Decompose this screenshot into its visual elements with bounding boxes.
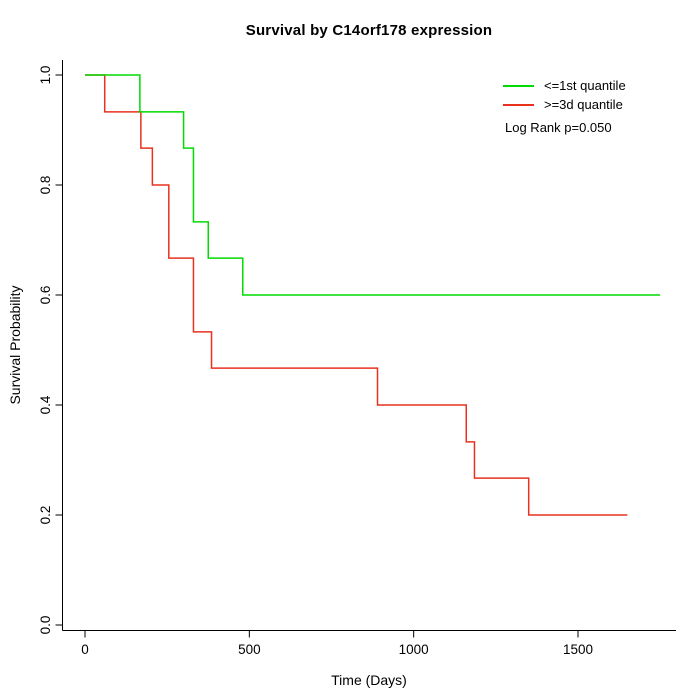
x-tick-label: 500: [238, 642, 261, 657]
x-tick-label: 1000: [399, 642, 429, 657]
y-tick-label: 0.2: [38, 506, 53, 525]
legend-item-label: >=3d quantile: [544, 97, 623, 112]
x-tick-label: 1500: [563, 642, 593, 657]
chart-title: Survival by C14orf178 expression: [245, 22, 493, 39]
km-curve-high-expression: [85, 74, 628, 516]
legend: <=1st quantile >=3d quantile Log Rank p=0…: [503, 76, 626, 135]
legend-item: >=3d quantile: [503, 95, 626, 114]
legend-item: <=1st quantile: [503, 76, 626, 95]
y-tick-label: 1.0: [38, 66, 53, 85]
y-axis-label: Survival Probability: [7, 285, 23, 405]
x-tick-label: 0: [81, 642, 89, 657]
y-tick-label: 0.8: [38, 176, 53, 195]
x-axis-label: Time (Days): [331, 672, 407, 688]
legend-item-label: <=1st quantile: [544, 78, 626, 93]
legend-items: <=1st quantile >=3d quantile: [503, 76, 626, 114]
y-tick-label: 0.4: [38, 395, 53, 414]
legend-line-swatch: [503, 84, 534, 87]
km-curve-low-expression: [85, 74, 661, 296]
legend-line-swatch: [503, 103, 534, 106]
log-rank-annotation: Log Rank p=0.050: [505, 120, 612, 135]
y-tick-label: 0.6: [38, 286, 53, 305]
y-tick-label: 0.0: [38, 616, 53, 635]
